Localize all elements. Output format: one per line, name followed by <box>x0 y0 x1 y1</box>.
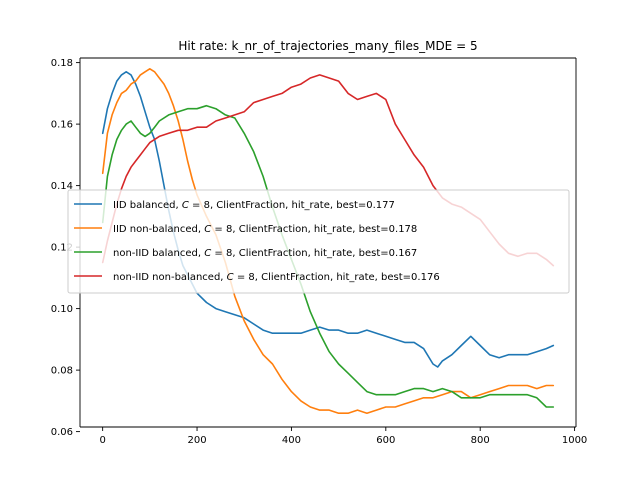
x-tick-label: 0 <box>99 435 105 446</box>
x-axis: 0 200 400 600 800 1000 <box>99 427 587 446</box>
x-tick-label: 400 <box>282 435 301 446</box>
legend-entry-3: non-IID non-balanced, C = 8, ClientFract… <box>113 272 440 283</box>
series-line-1 <box>101 68 555 415</box>
y-tick-label: 0.08 <box>51 366 73 377</box>
x-tick-label: 1000 <box>562 435 587 446</box>
legend-entry-2: non-IID balanced, C = 8, ClientFraction,… <box>113 248 417 259</box>
legend-entry-0: IID balanced, C = 8, ClientFraction, hit… <box>113 200 395 211</box>
x-tick-label: 200 <box>187 435 206 446</box>
y-tick-label: 0.06 <box>51 427 73 438</box>
x-tick-label: 600 <box>376 435 395 446</box>
legend-entry-1: IID non-balanced, C = 8, ClientFraction,… <box>113 224 417 235</box>
y-tick-label: 0.12 <box>51 243 73 254</box>
x-tick-label: 800 <box>471 435 490 446</box>
y-tick-label: 0.18 <box>51 58 73 69</box>
legend: IID balanced, C = 8, ClientFraction, hit… <box>67 189 570 294</box>
chart-title: Hit rate: k_nr_of_trajectories_many_file… <box>178 39 477 53</box>
legend-box <box>67 189 570 294</box>
series-line-0 <box>101 71 555 368</box>
y-tick-label: 0.10 <box>51 304 73 315</box>
y-tick-label: 0.16 <box>51 120 73 131</box>
y-tick-label: 0.14 <box>51 181 73 192</box>
